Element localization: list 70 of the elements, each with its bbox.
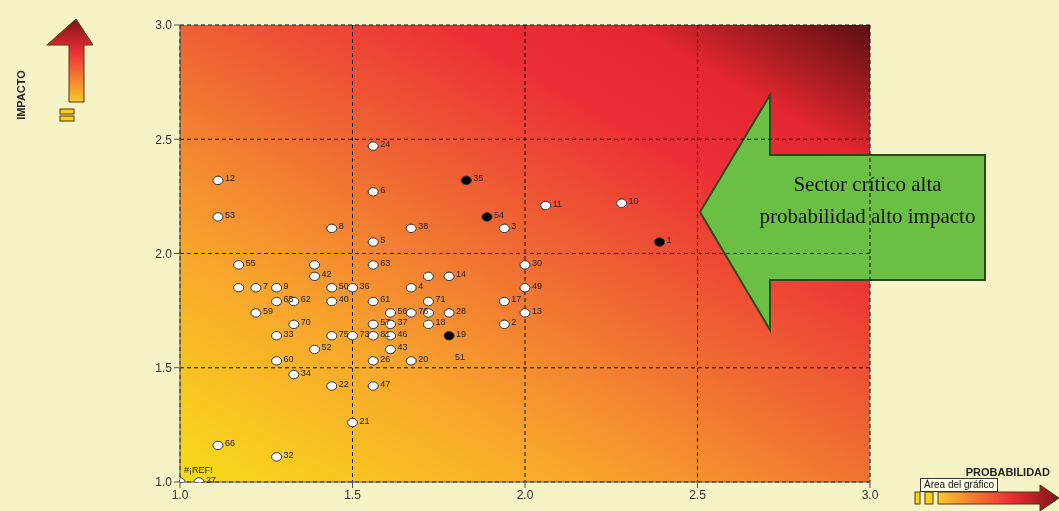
text: PROBABILIDAD: [965, 466, 1051, 478]
y-tick-label: 2.0: [155, 246, 173, 261]
series-label: 28: [456, 305, 467, 316]
text: Área del gráfico: [920, 478, 999, 492]
y-tick-label: 1.0: [155, 475, 173, 490]
series-label: 24: [380, 139, 391, 150]
series-label: 21: [359, 415, 370, 426]
series-label: 62: [300, 294, 311, 305]
series-label: 56: [397, 305, 408, 316]
series-label: 36: [359, 280, 370, 291]
y-tick-label: 2.5: [155, 132, 173, 147]
series-label: 40: [338, 294, 349, 305]
series-label: 43: [397, 342, 408, 353]
x-tick-label: 2.0: [516, 487, 534, 502]
series-label: 5: [380, 235, 386, 246]
series-label: 37: [397, 317, 408, 328]
series-label: 10: [628, 196, 639, 207]
series-label: 27: [205, 475, 216, 485]
annotation: 51: [455, 352, 466, 362]
series-label: 61: [380, 294, 391, 305]
series-label: 60: [283, 353, 294, 364]
series-label: 7: [262, 280, 268, 291]
series-label: 38: [418, 221, 429, 232]
series-label: 26: [380, 353, 391, 364]
series-label: 2: [511, 317, 517, 328]
series-label: 63: [380, 257, 391, 268]
series-label: 4: [418, 280, 424, 291]
series-label: 33: [283, 328, 294, 339]
text: IMPACTO: [15, 69, 27, 120]
series-label: 8: [338, 221, 344, 232]
series-label: 12: [224, 173, 235, 184]
series-label: 35: [473, 173, 484, 184]
series-label: 54: [494, 209, 505, 220]
series-label: 13: [532, 305, 543, 316]
series-label: 42: [321, 269, 332, 280]
series-label: 53: [224, 209, 235, 220]
series-label: 34: [300, 367, 311, 378]
series-label: 46: [397, 328, 408, 339]
y-tick-label: 1.5: [155, 361, 173, 376]
series-label: 49: [532, 280, 543, 291]
series-label: 18: [435, 317, 446, 328]
series-label: 9: [283, 280, 289, 291]
series-label: 20: [418, 353, 429, 364]
series-label: 11: [552, 198, 563, 209]
series-label: 70: [300, 317, 311, 328]
x-tick-label: 3.0: [861, 487, 879, 502]
x-tick-label: 2.5: [689, 487, 707, 502]
y-tick-label: 3.0: [155, 18, 173, 33]
series-label: 32: [283, 449, 294, 460]
series-label: 52: [321, 342, 332, 353]
series-label: 47: [380, 379, 391, 390]
series-label: 59: [262, 305, 273, 316]
series-label: 19: [456, 328, 467, 339]
x-tick-label: 1.0: [171, 487, 189, 502]
series-label: 73: [359, 328, 370, 339]
annotation: Sector crítico alta probabilidad alto impacto: [758, 171, 977, 230]
x-tick-label: 1.5: [344, 487, 362, 502]
series-label: 75: [338, 328, 349, 339]
series-label: 30: [532, 257, 543, 268]
series-label: 55: [245, 257, 256, 268]
series-label: 71: [435, 294, 446, 305]
series-label: 66: [224, 438, 235, 449]
series-label: 3: [511, 221, 517, 232]
series-label: 50: [338, 280, 349, 291]
series-label: 14: [456, 269, 467, 280]
series-label: 1: [666, 235, 672, 246]
series-label: 6: [380, 184, 386, 195]
series-label: #¡REF!: [184, 465, 213, 475]
series-label: 17: [511, 294, 522, 305]
series-label: 22: [338, 379, 349, 390]
